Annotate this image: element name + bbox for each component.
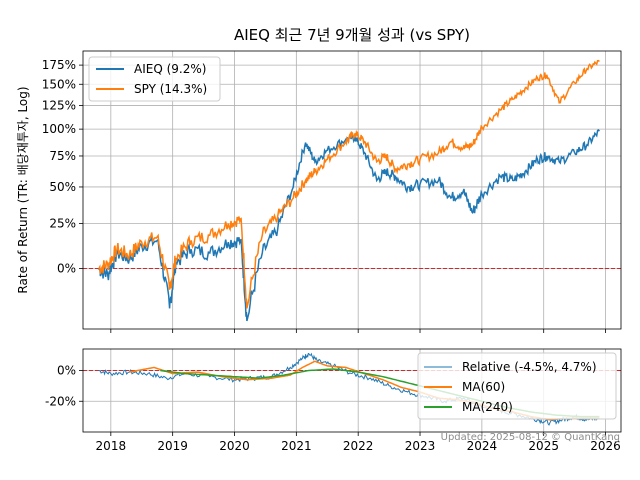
y-axis-label: Rate of Return (TR: 배당재투자, Log): [16, 86, 30, 293]
x-tick-label: 2021: [281, 439, 312, 453]
x-tick-label: 2026: [590, 439, 621, 453]
top-series: [97, 59, 600, 322]
top-legend: AIEQ (9.2%) SPY (14.3%): [88, 56, 221, 102]
top-y-tick-label: 25%: [49, 217, 76, 231]
top-y-tick-label: 100%: [42, 122, 76, 136]
top-y-tick-label: 75%: [49, 149, 76, 163]
bottom-legend: Relative (-4.5%, 4.7%) MA(60) MA(240): [417, 352, 617, 420]
bottom-y-tick-label: 0%: [57, 364, 76, 378]
series-line-aieq: [97, 129, 600, 322]
legend-label-spy: SPY (14.3%): [134, 82, 207, 96]
bottom-x-axis: 2018 2019 2020 2021 2022 2023 2024 2025 2026: [96, 432, 621, 453]
x-tick-label: 2019: [157, 439, 188, 453]
top-plot-frame: [82, 50, 622, 330]
top-y-tick-label: 175%: [42, 58, 76, 72]
top-y-tick-label: 125%: [42, 98, 76, 112]
x-tick-label: 2023: [405, 439, 436, 453]
updated-note: Updated: 2025-08-12 © QuantKang: [441, 432, 620, 443]
chart-title: AIEQ 최근 7년 9개월 성과 (vs SPY): [234, 26, 470, 44]
top-grid: [83, 51, 621, 329]
top-x-ticks: [110, 329, 606, 333]
x-tick-label: 2024: [467, 439, 498, 453]
legend-label-relative: Relative (-4.5%, 4.7%): [462, 360, 597, 374]
legend-label-ma60: MA(60): [462, 380, 505, 394]
series-line-spy: [98, 59, 600, 309]
top-y-tick-label: 150%: [42, 77, 76, 91]
x-tick-label: 2020: [219, 439, 250, 453]
bottom-y-axis: 0% -20%: [45, 364, 83, 408]
legend-label-ma240: MA(240): [462, 400, 513, 414]
bottom-plot-frame: [82, 348, 622, 433]
x-tick-label: 2025: [528, 439, 559, 453]
legend-label-aieq: AIEQ (9.2%): [134, 62, 206, 76]
bottom-y-tick-label: -20%: [45, 394, 76, 408]
top-y-tick-label: 50%: [49, 180, 76, 194]
top-y-tick-label: 0%: [57, 261, 76, 275]
top-y-axis: 0% 25% 50% 75% 100% 125% 150% 175%: [42, 58, 83, 275]
x-tick-label: 2018: [96, 439, 127, 453]
x-tick-label: 2022: [343, 439, 374, 453]
bottom-legend-box: [417, 352, 617, 420]
